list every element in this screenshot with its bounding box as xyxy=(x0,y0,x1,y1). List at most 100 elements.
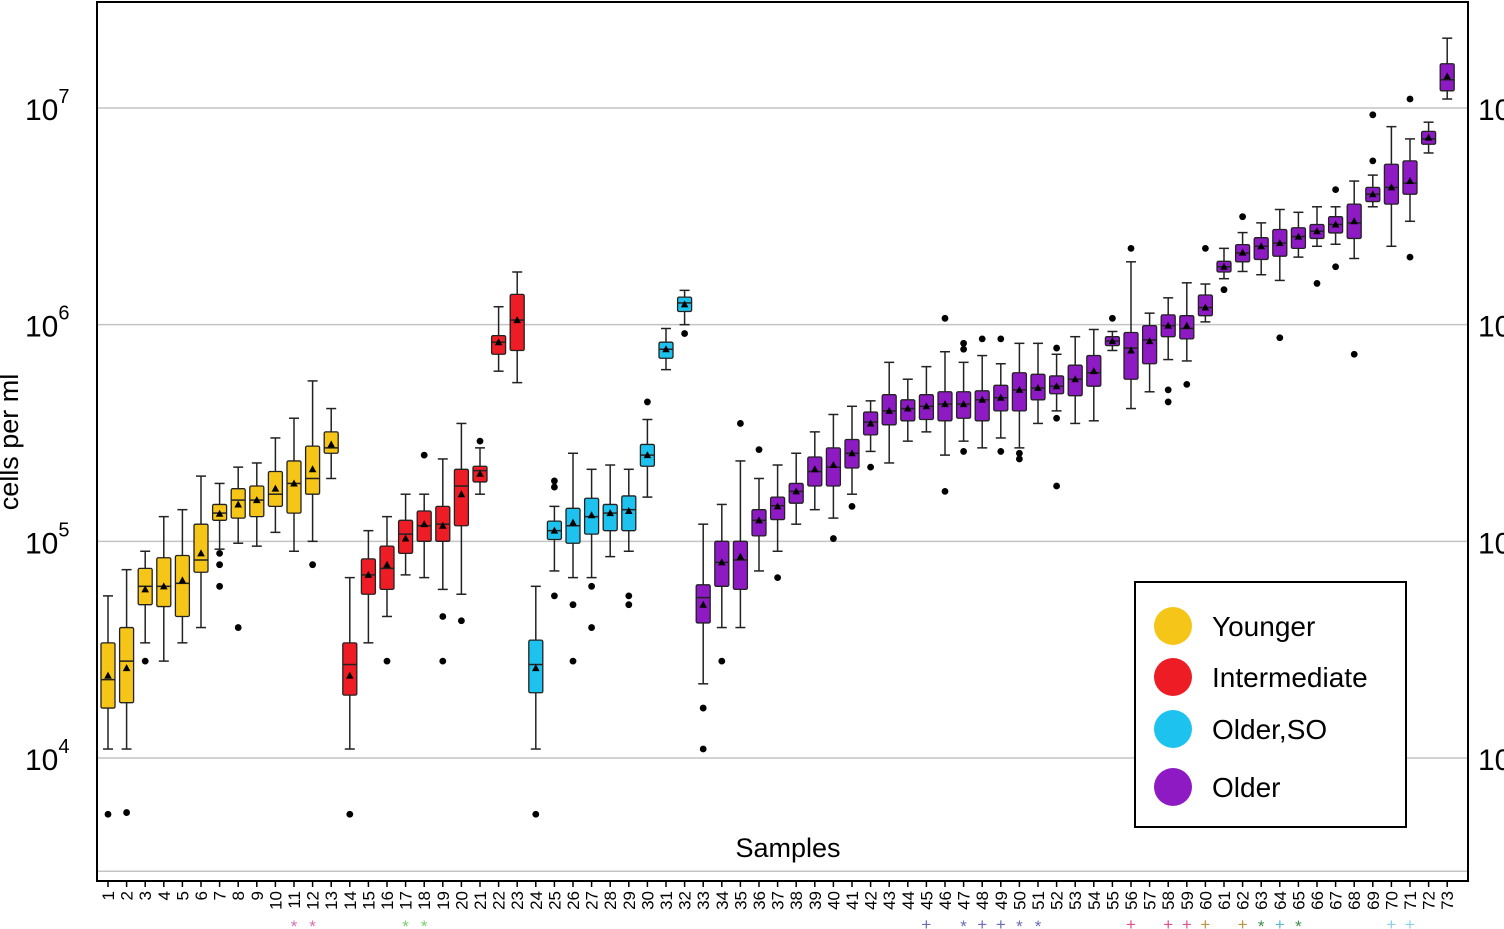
xtick-label: 14 xyxy=(341,891,360,910)
mean-marker xyxy=(1424,133,1433,141)
mean-marker xyxy=(1164,321,1172,329)
box-sample-54 xyxy=(1086,328,1102,422)
mean-marker xyxy=(718,558,726,566)
outlier-point xyxy=(755,446,763,454)
mean-marker xyxy=(829,461,838,469)
box-sample-10 xyxy=(267,437,284,534)
outlier-point xyxy=(1016,449,1023,457)
xtick-label: 17 xyxy=(397,891,416,910)
outlier-point xyxy=(588,624,595,631)
outlier-point xyxy=(960,448,967,455)
outlier-point xyxy=(1127,244,1135,252)
xtick-label: 36 xyxy=(750,891,769,910)
xtick-label: 24 xyxy=(527,891,546,910)
box-sample-35 xyxy=(732,420,749,629)
box-iqr xyxy=(286,460,302,514)
ytick-label: 106 xyxy=(25,303,70,344)
outlier-point xyxy=(234,624,242,631)
xtick-label: 60 xyxy=(1196,891,1215,910)
xtick-label: 46 xyxy=(936,891,955,910)
mean-marker xyxy=(866,419,875,427)
mean-marker xyxy=(1108,337,1117,345)
xtick-label: 68 xyxy=(1345,891,1364,910)
legend: Younger Intermediate Older,SO Older xyxy=(1134,581,1407,828)
xtick-label: 72 xyxy=(1420,891,1439,910)
outlier-point xyxy=(551,477,558,485)
box-sample-44 xyxy=(900,378,916,442)
box-sample-7 xyxy=(211,482,228,590)
box-sample-39 xyxy=(807,431,823,511)
box-iqr xyxy=(156,557,172,608)
ytick-label-right: 106 xyxy=(1478,303,1504,344)
xtick-label: 9 xyxy=(248,891,267,900)
outlier-point xyxy=(1220,286,1228,294)
box-sample-71 xyxy=(1402,95,1418,261)
xtick-label: 4 xyxy=(155,891,174,900)
xtick-label: 37 xyxy=(769,891,788,910)
xtick-label: 2 xyxy=(118,891,137,900)
box-sample-73 xyxy=(1439,37,1455,100)
mean-marker xyxy=(1090,367,1098,375)
outlier-point xyxy=(960,339,967,347)
box-iqr xyxy=(193,523,209,573)
xtick-label: 8 xyxy=(229,891,248,900)
mean-marker xyxy=(643,451,652,459)
mean-marker xyxy=(383,560,391,568)
xtick-label: 30 xyxy=(638,891,657,910)
xtick-label: 18 xyxy=(415,891,434,910)
outlier-point xyxy=(997,335,1005,343)
box-sample-41 xyxy=(844,405,860,510)
mean-marker xyxy=(1015,385,1024,393)
box-sample-45 xyxy=(918,365,935,433)
box-sample-2 xyxy=(118,568,135,816)
outlier-point xyxy=(1276,334,1284,342)
outlier-point xyxy=(216,561,224,569)
box-sample-28 xyxy=(602,464,618,558)
outlier-point xyxy=(941,314,949,322)
legend-label: Older xyxy=(1212,772,1280,803)
mean-marker xyxy=(997,393,1005,401)
box-sample-37 xyxy=(769,464,786,582)
box-sample-21 xyxy=(472,437,488,495)
box-sample-48 xyxy=(974,335,990,449)
outlier-point xyxy=(625,601,633,609)
box-sample-33 xyxy=(695,523,711,753)
outlier-point xyxy=(383,657,391,665)
xtick-label: 26 xyxy=(564,891,583,910)
legend-swatch xyxy=(1154,768,1192,806)
box-sample-67 xyxy=(1327,186,1344,271)
outlier-point xyxy=(1350,350,1358,358)
box-sample-57 xyxy=(1141,312,1158,393)
mean-marker xyxy=(253,496,261,504)
mean-marker xyxy=(736,552,745,560)
outlier-point xyxy=(216,582,224,590)
mean-marker xyxy=(327,440,335,448)
box-sample-59 xyxy=(1179,282,1195,388)
annotation-marker: + xyxy=(1238,915,1248,929)
xtick-label: 35 xyxy=(731,891,750,910)
outlier-point xyxy=(1369,157,1377,165)
box-sample-50 xyxy=(1011,342,1028,463)
mean-marker xyxy=(234,500,242,508)
legend-swatch xyxy=(1154,607,1192,645)
annotation-marker: * xyxy=(1258,917,1265,929)
xtick-label: 22 xyxy=(490,891,509,910)
mean-marker xyxy=(532,664,540,672)
box-sample-27 xyxy=(583,468,600,631)
box-sample-51 xyxy=(1030,342,1046,425)
xtick-label: 38 xyxy=(787,891,806,910)
box-sample-5 xyxy=(174,508,191,644)
ytick-label-right: 105 xyxy=(1478,519,1504,560)
outlier-point xyxy=(1332,263,1339,271)
outlier-point xyxy=(737,420,744,427)
xtick-label: 40 xyxy=(824,891,843,910)
box-sample-13 xyxy=(323,407,339,480)
xtick-label: 54 xyxy=(1085,891,1104,910)
outlier-point xyxy=(439,613,447,620)
outlier-point xyxy=(644,398,651,406)
box-sample-25 xyxy=(546,477,563,600)
outlier-point xyxy=(551,592,558,600)
y-axis-ticks: 104 104 105 105 106 106 107 107 xyxy=(25,86,1504,777)
xtick-label: 58 xyxy=(1159,891,1178,910)
annotation-marker: + xyxy=(1163,915,1173,929)
